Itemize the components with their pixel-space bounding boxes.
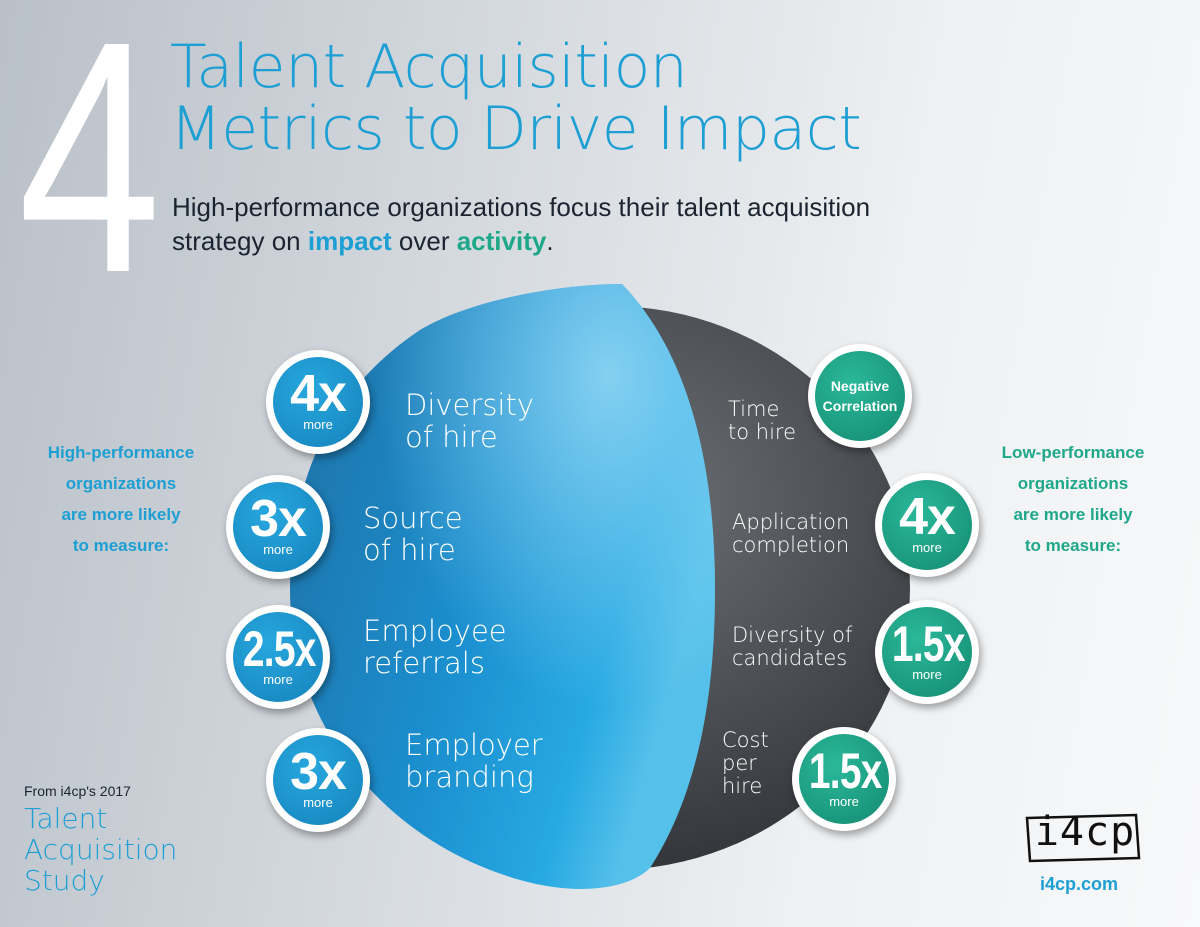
page-title: Talent Acquisition Metrics to Drive Impa… [170, 32, 862, 164]
metric-source-of-hire: Source of hire [363, 502, 463, 566]
badge-unit: more [829, 794, 859, 809]
blue-hemisphere-highlight [290, 284, 715, 889]
metric-line: candidates [732, 646, 848, 670]
badge-value: 4x [899, 488, 956, 546]
subtitle-prefix: strategy on [172, 226, 308, 256]
metric-employee-referrals: Employee referrals [363, 615, 507, 679]
badge-inner: 4x more [273, 357, 363, 447]
badge-unit: more [263, 672, 293, 687]
high-label-line-4: to measure: [72, 536, 170, 555]
metric-line: per [722, 751, 757, 775]
title-line-1: Talent Acquisition [170, 32, 688, 102]
badge-inner: Negative Correlation [815, 351, 905, 441]
badge-line: Negative [830, 378, 890, 394]
badge-employer-branding: 3x more [266, 728, 370, 832]
metric-line: of hire [405, 420, 498, 454]
low-label-line-2: organizations [1017, 474, 1129, 493]
subtitle-impact: impact [307, 226, 392, 256]
badge-source-of-hire: 3x more [226, 475, 330, 579]
badge-application-completion: 4x more [875, 473, 979, 577]
badge-inner: 2.5x more [233, 612, 323, 702]
metric-line: hire [722, 774, 763, 798]
website-link[interactable]: i4cp.com [1040, 874, 1119, 894]
i4cp-logo: i4cp [1034, 809, 1136, 855]
badge-inner: 4x more [882, 480, 972, 570]
badge-value: 2.5x [242, 621, 317, 677]
metric-line: Application [732, 510, 850, 534]
metric-diversity-of-hire: Diversity of hire [405, 389, 534, 453]
badge-unit: more [912, 540, 942, 555]
badge-value: 1.5x [808, 743, 883, 799]
metric-line: Diversity of [732, 623, 853, 647]
badge-value: 1.5x [891, 616, 966, 672]
source-line: Study [24, 864, 105, 897]
badge-unit: more [303, 417, 333, 432]
metric-line: Time [728, 397, 780, 421]
metric-time-to-hire: Time to hire [728, 398, 796, 444]
metric-cost-per-hire: Cost per hire [722, 729, 769, 798]
metric-line: Diversity [405, 388, 535, 422]
high-label-line-3: are more likely [61, 505, 181, 524]
subtitle-line-2: strategy on impact over activity. [172, 224, 870, 258]
badge-value: 3x [250, 490, 307, 548]
logo-frame [1025, 813, 1141, 863]
badge-unit: more [912, 667, 942, 682]
low-label-line-1: Low-performance [1001, 443, 1145, 462]
metric-application-completion: Application completion [732, 511, 849, 557]
badge-time-to-hire: Negative Correlation [808, 344, 912, 448]
low-label-line-3: are more likely [1013, 505, 1133, 524]
badge-inner: 3x more [273, 735, 363, 825]
source-line: Talent [24, 802, 108, 835]
subtitle-end: . [546, 226, 554, 256]
metric-line: Employer [405, 728, 543, 762]
badge-employee-referrals: 2.5x more [226, 605, 330, 709]
badge-inner: 1.5x more [882, 607, 972, 697]
source-study-title: Talent Acquisition Study [24, 803, 177, 896]
metric-line: of hire [363, 533, 456, 567]
subtitle: High-performance organizations focus the… [172, 190, 870, 258]
badge-negative-correlation: Negative Correlation [815, 376, 905, 416]
subtitle-activity: activity [456, 226, 547, 256]
high-performance-label: High-performance organizations are more … [26, 437, 216, 561]
high-label-line-1: High-performance [47, 443, 195, 462]
low-label-line-4: to measure: [1024, 536, 1122, 555]
metric-line: referrals [363, 646, 485, 680]
source-note: From i4cp's 2017 [24, 783, 131, 799]
metric-employer-branding: Employer branding [405, 729, 543, 793]
big-number-four: 4 [18, 0, 162, 341]
badge-cost-per-hire: 1.5x more [792, 727, 896, 831]
subtitle-middle: over [391, 226, 457, 256]
metric-diversity-of-candidates: Diversity of candidates [732, 624, 852, 670]
badge-unit: more [263, 542, 293, 557]
badge-inner: 3x more [233, 482, 323, 572]
metric-line: Employee [363, 614, 507, 648]
badge-value: 3x [290, 743, 347, 801]
high-label-line-2: organizations [65, 474, 177, 493]
badge-value: 4x [290, 365, 347, 423]
metric-line: completion [732, 533, 850, 557]
badge-line: Correlation [822, 398, 898, 414]
metric-line: Cost [722, 728, 769, 752]
title-line-2: Metrics to Drive Impact [170, 94, 862, 164]
metric-line: to hire [728, 420, 796, 444]
badge-unit: more [303, 795, 333, 810]
badge-diversity-of-hire: 4x more [266, 350, 370, 454]
badge-inner: 1.5x more [799, 734, 889, 824]
badge-diversity-of-candidates: 1.5x more [875, 600, 979, 704]
metric-line: Source [363, 501, 463, 535]
subtitle-line-1: High-performance organizations focus the… [172, 192, 871, 222]
source-line: Acquisition [24, 833, 178, 866]
metric-line: branding [405, 760, 534, 794]
low-performance-label: Low-performance organizations are more l… [978, 437, 1168, 561]
